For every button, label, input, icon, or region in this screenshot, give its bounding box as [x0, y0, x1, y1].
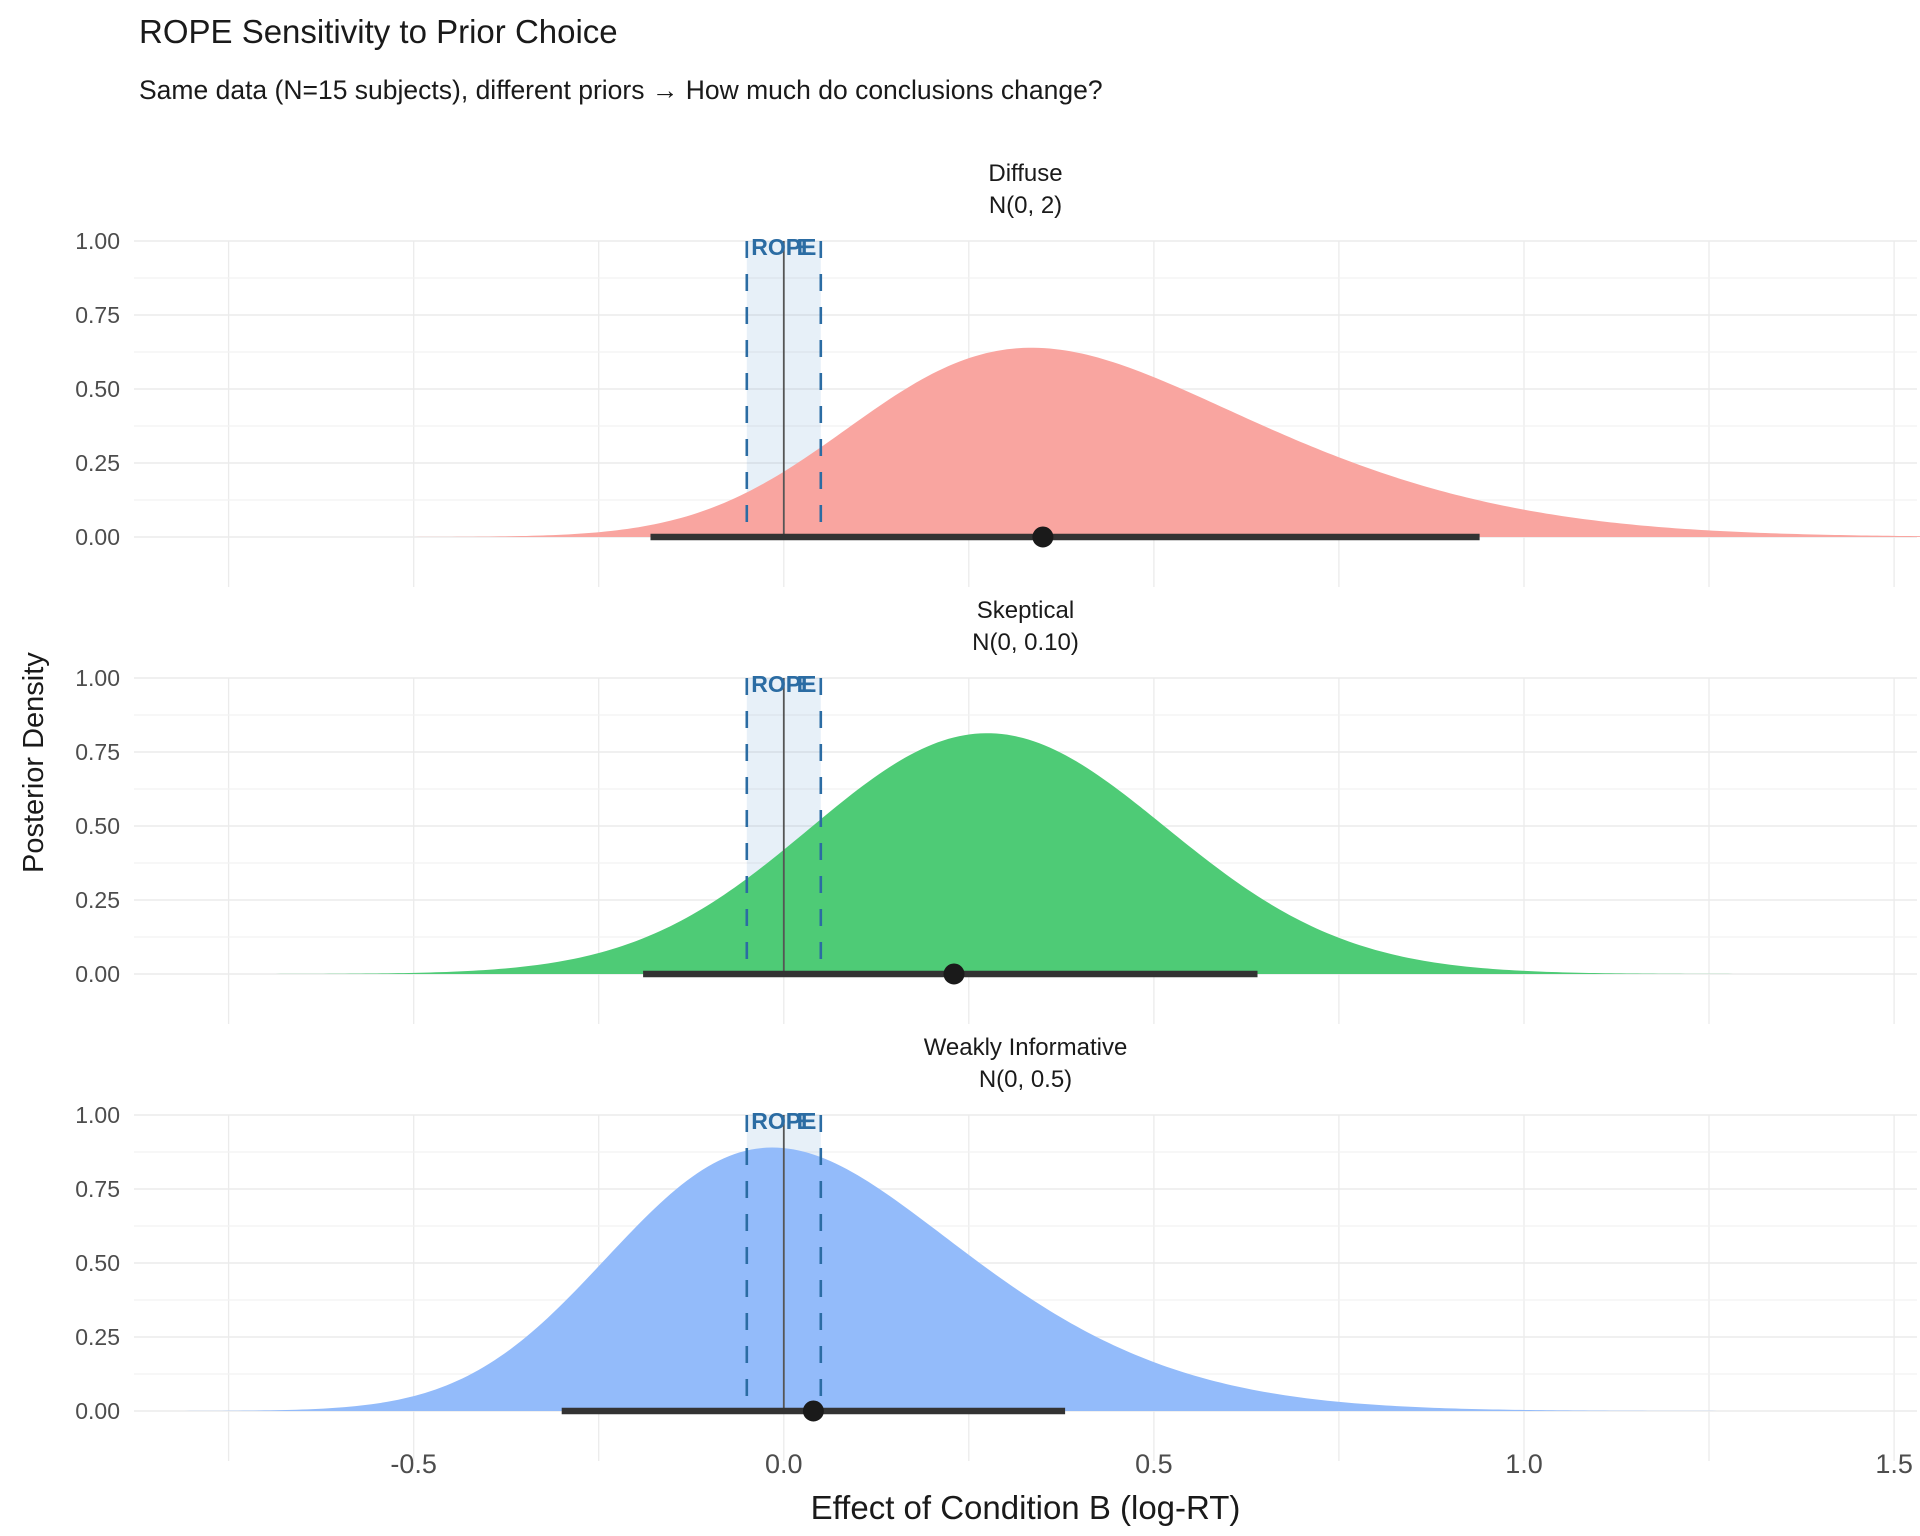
svg-text:0.25: 0.25: [75, 887, 120, 913]
svg-text:E: E: [797, 1108, 812, 1134]
svg-text:1.00: 1.00: [75, 665, 120, 691]
svg-text:0.0: 0.0: [765, 1449, 803, 1479]
svg-text:0.75: 0.75: [75, 739, 120, 765]
svg-text:0.75: 0.75: [75, 1176, 120, 1202]
svg-text:1.00: 1.00: [75, 1102, 120, 1128]
svg-text:1.5: 1.5: [1875, 1449, 1913, 1479]
svg-text:0.25: 0.25: [75, 1324, 120, 1350]
svg-text:0.00: 0.00: [75, 524, 120, 550]
svg-text:0.00: 0.00: [75, 961, 120, 987]
svg-text:0.5: 0.5: [1135, 1449, 1173, 1479]
svg-text:E: E: [797, 234, 812, 260]
svg-text:-0.5: -0.5: [390, 1449, 437, 1479]
svg-text:1.00: 1.00: [75, 228, 120, 254]
svg-text:0.50: 0.50: [75, 1250, 120, 1276]
svg-text:0.25: 0.25: [75, 450, 120, 476]
svg-text:0.50: 0.50: [75, 376, 120, 402]
svg-text:0.50: 0.50: [75, 813, 120, 839]
svg-text:E: E: [797, 671, 812, 697]
svg-text:1.0: 1.0: [1505, 1449, 1543, 1479]
svg-text:0.00: 0.00: [75, 1398, 120, 1424]
svg-text:0.75: 0.75: [75, 302, 120, 328]
